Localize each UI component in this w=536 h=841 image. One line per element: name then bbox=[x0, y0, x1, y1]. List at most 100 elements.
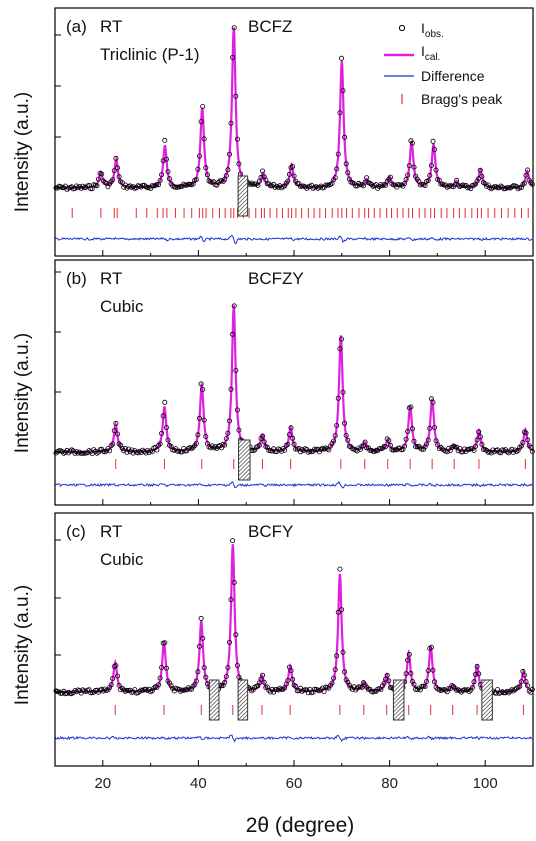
obs-point bbox=[477, 167, 483, 173]
obs-point bbox=[379, 683, 385, 689]
obs-point bbox=[386, 437, 392, 443]
obs-point bbox=[425, 178, 431, 184]
obs-point bbox=[154, 447, 160, 453]
obs-point bbox=[310, 689, 316, 695]
obs-point bbox=[351, 180, 357, 186]
obs-point bbox=[460, 449, 466, 455]
obs-point bbox=[471, 679, 477, 685]
obs-point bbox=[236, 161, 242, 167]
obs-point bbox=[405, 428, 411, 434]
obs-point bbox=[108, 682, 114, 688]
x-axis-tick-labels: 20 40 60 80 100 bbox=[94, 775, 497, 792]
obs-point bbox=[231, 580, 237, 586]
obs-point bbox=[105, 184, 111, 190]
obs-point bbox=[288, 425, 294, 431]
condition-b: RT bbox=[100, 269, 122, 288]
obs-point bbox=[523, 172, 529, 178]
obs-point bbox=[163, 665, 169, 671]
obs-point bbox=[230, 538, 236, 544]
obs-point bbox=[137, 448, 143, 454]
obs-point bbox=[163, 424, 169, 430]
obs-point bbox=[406, 651, 412, 657]
obs-point bbox=[111, 168, 117, 174]
observed-points-b bbox=[53, 303, 535, 457]
obs-point bbox=[337, 346, 343, 352]
obs-point bbox=[187, 686, 193, 692]
condition-c: RT bbox=[100, 522, 122, 541]
obs-point bbox=[223, 172, 229, 178]
obs-point bbox=[234, 663, 240, 669]
x-tick-label: 100 bbox=[473, 775, 498, 792]
obs-point bbox=[223, 436, 229, 442]
obs-point bbox=[64, 447, 70, 453]
obs-point bbox=[163, 156, 169, 162]
x-tick-label: 80 bbox=[381, 775, 398, 792]
obs-point bbox=[477, 434, 483, 440]
obs-point bbox=[269, 686, 275, 692]
obs-point bbox=[458, 689, 464, 695]
obs-point bbox=[405, 172, 411, 178]
obs-point bbox=[383, 444, 389, 450]
obs-point bbox=[286, 432, 292, 438]
obs-point bbox=[331, 438, 337, 444]
obs-point bbox=[260, 168, 266, 174]
obs-point bbox=[201, 665, 207, 671]
obs-point bbox=[422, 183, 428, 189]
obs-point bbox=[510, 183, 516, 189]
obs-point bbox=[397, 182, 403, 188]
obs-point bbox=[277, 447, 283, 453]
obs-point bbox=[506, 690, 512, 696]
obs-point bbox=[466, 689, 472, 695]
obs-point bbox=[181, 445, 187, 451]
obs-point bbox=[323, 182, 329, 188]
obs-point bbox=[266, 687, 272, 693]
obs-point bbox=[234, 136, 240, 142]
obs-point bbox=[110, 676, 116, 682]
obs-point bbox=[107, 685, 113, 691]
obs-point bbox=[402, 181, 408, 187]
obs-point bbox=[523, 430, 529, 436]
legend: Iobs. Ical. Difference Bragg's peak bbox=[384, 20, 503, 107]
obs-point bbox=[520, 181, 526, 187]
obs-point bbox=[198, 381, 204, 387]
obs-point bbox=[525, 437, 531, 443]
obs-point bbox=[272, 449, 278, 455]
obs-point bbox=[56, 448, 62, 454]
obs-point bbox=[334, 166, 340, 172]
obs-point bbox=[154, 684, 160, 690]
obs-point bbox=[280, 446, 286, 452]
obs-point bbox=[67, 448, 73, 454]
legend-obs-marker bbox=[398, 24, 406, 32]
obs-point bbox=[168, 683, 174, 689]
obs-point bbox=[165, 169, 171, 175]
obs-point bbox=[428, 162, 434, 168]
obs-point bbox=[403, 436, 409, 442]
obs-point bbox=[223, 674, 229, 680]
obs-point bbox=[214, 182, 220, 188]
obs-point bbox=[338, 607, 344, 613]
obs-point bbox=[116, 682, 122, 688]
obs-point bbox=[285, 678, 291, 684]
obs-point bbox=[170, 686, 176, 692]
obs-point bbox=[472, 443, 478, 449]
obs-point bbox=[173, 184, 179, 190]
obs-point bbox=[340, 389, 346, 395]
obs-point bbox=[520, 439, 526, 445]
obs-point bbox=[332, 175, 338, 181]
obs-point bbox=[458, 449, 464, 455]
obs-point bbox=[285, 441, 291, 447]
obs-point bbox=[326, 685, 332, 691]
x-axis-title: 2θ (degree) bbox=[246, 814, 355, 837]
obs-point bbox=[504, 688, 510, 694]
obs-point bbox=[267, 183, 273, 189]
obs-point bbox=[286, 171, 292, 177]
obs-point bbox=[100, 178, 106, 184]
obs-point bbox=[271, 689, 277, 695]
obs-point bbox=[203, 433, 209, 439]
obs-point bbox=[94, 183, 100, 189]
obs-point bbox=[430, 399, 436, 405]
obs-point bbox=[334, 653, 340, 659]
obs-point bbox=[233, 367, 239, 373]
obs-point bbox=[116, 174, 122, 180]
